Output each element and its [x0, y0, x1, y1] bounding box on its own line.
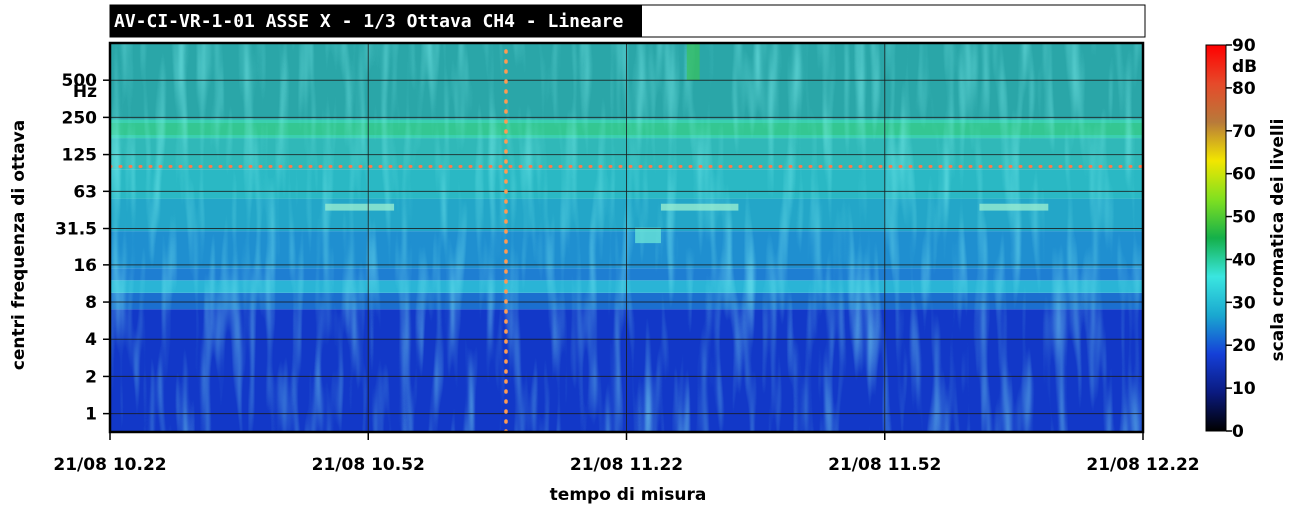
title-background: [110, 5, 642, 37]
heat-event-4: [686, 43, 700, 81]
y-tick-label: 250: [62, 108, 98, 128]
plot-area: [110, 43, 1143, 432]
heat-event-1: [660, 203, 739, 211]
colorbar: [1205, 44, 1227, 432]
chart-title: AV-CI-VR-1-01 ASSE X - 1/3 Ottava CH4 - …: [114, 11, 623, 32]
colorbar-tick-label: 10: [1232, 379, 1256, 399]
y-tick-label: 1: [85, 405, 97, 425]
y-tick-label: 4: [85, 330, 97, 350]
colorbar-tick-label: 20: [1232, 336, 1256, 356]
y-axis-label: centri frequenza di ottava: [9, 120, 29, 370]
colorbar-tick-label: 90: [1232, 36, 1256, 56]
colorbar-tick-label: 70: [1232, 122, 1256, 142]
colorbar-tick-label: 40: [1232, 250, 1256, 270]
colorbar-unit: dB: [1232, 57, 1257, 77]
cursor-lines: [110, 49, 1143, 432]
y-axis-ticks: 1 2 4 8 16 31.5 63 125 250 500: [55, 71, 110, 425]
heat-event-0: [325, 203, 395, 211]
grid-lines: [110, 43, 1143, 432]
colorbar-tick-label: 30: [1232, 293, 1256, 313]
y-tick-label: 16: [73, 256, 97, 276]
heatmap-events: [325, 43, 1049, 244]
colorbar-tick-label: 0: [1232, 422, 1244, 442]
colorbar-tick-label: 60: [1232, 165, 1256, 185]
y-tick-label: 63: [73, 182, 97, 202]
y-tick-label: 125: [62, 146, 98, 166]
y-tick-label: 2: [85, 367, 97, 387]
y-tick-label: 8: [85, 293, 97, 313]
colorbar-tick-label: 50: [1232, 208, 1256, 228]
y-tick-label: 500: [62, 71, 98, 91]
x-tick-label: 21/08 12.22: [1086, 455, 1199, 475]
x-axis-ticks: 21/08 10.22 21/08 10.52 21/08 11.22 21/08 1…: [53, 432, 1200, 475]
x-tick-label: 21/08 10.52: [312, 455, 425, 475]
colorbar-tick-label: 80: [1232, 79, 1256, 99]
x-axis-label: tempo di misura: [550, 485, 707, 505]
heat-event-2: [979, 203, 1049, 211]
colorbar-ticks: 0 10 20 30 40 50 60 70 80 90: [1226, 36, 1256, 442]
colorbar-label: scala cromatica dei livelli: [1268, 119, 1288, 362]
heat-event-3: [635, 227, 661, 244]
y-unit-label: Hz: [73, 82, 97, 102]
x-tick-label: 21/08 11.52: [828, 455, 941, 475]
x-tick-label: 21/08 11.22: [570, 455, 683, 475]
x-tick-label: 21/08 10.22: [53, 455, 166, 475]
y-tick-label: 31.5: [55, 220, 97, 240]
